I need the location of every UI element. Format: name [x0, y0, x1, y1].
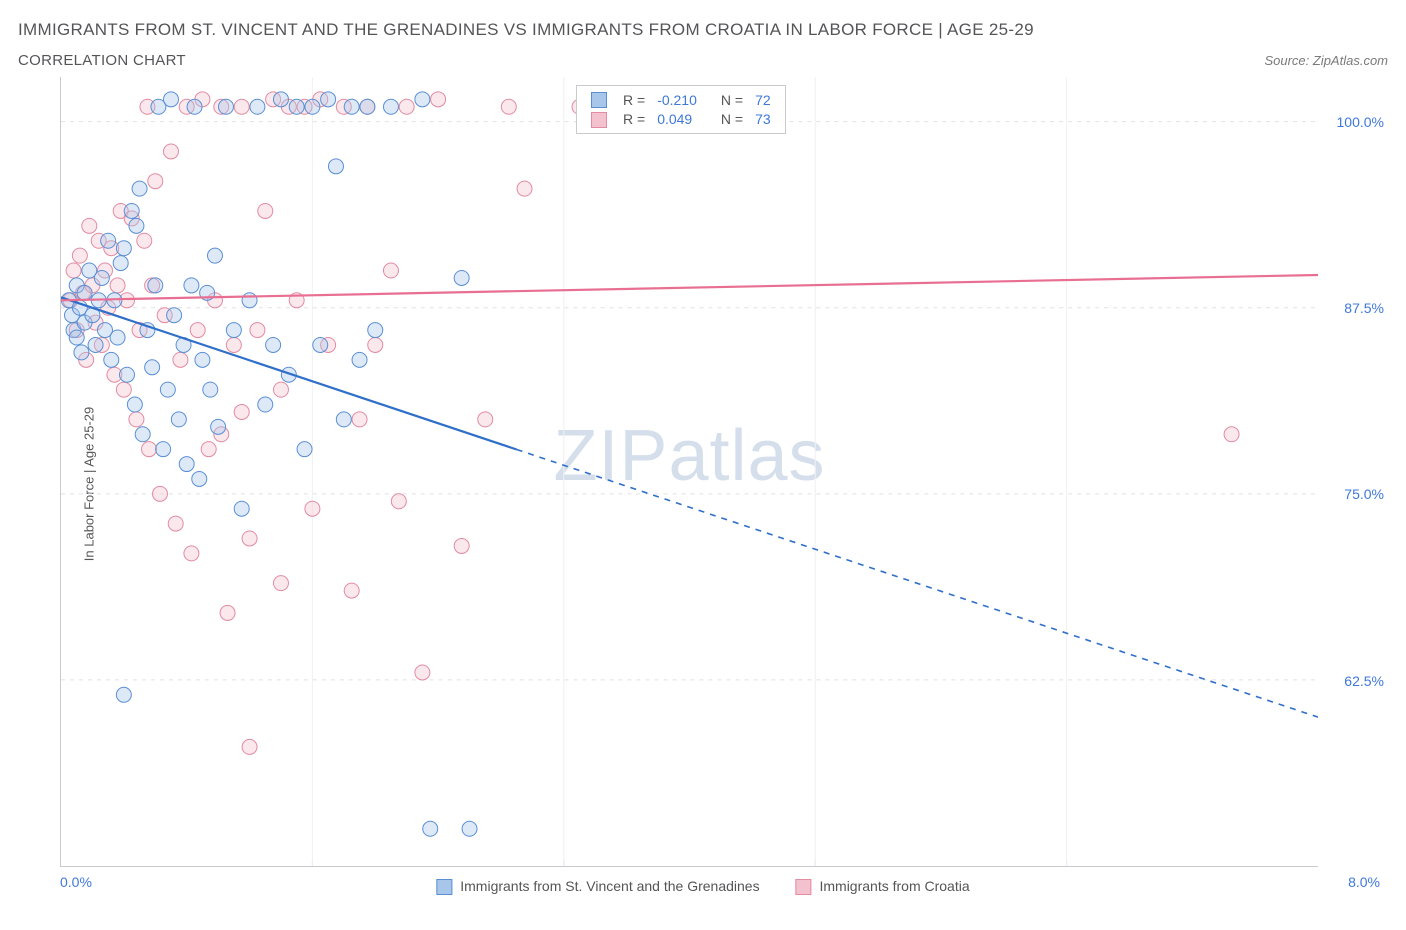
y-tick-label: 75.0% [1344, 486, 1384, 502]
series-legend: Immigrants from St. Vincent and the Gren… [418, 878, 987, 895]
legend-n-label: N = [715, 90, 749, 109]
y-tick-label: 62.5% [1344, 673, 1384, 689]
legend-r-label: R = [617, 90, 651, 109]
x-axis-max-label: 8.0% [1348, 874, 1380, 890]
trend-line-a-dashed [517, 450, 1318, 718]
legend-r-value: -0.210 [651, 90, 703, 109]
legend-row: R =-0.210 N =72 [585, 90, 777, 109]
x-axis-min-label: 0.0% [60, 874, 92, 890]
legend-item: Immigrants from Croatia [796, 878, 970, 894]
subtitle-row: CORRELATION CHART Source: ZipAtlas.com [18, 52, 1388, 69]
chart-title: IMMIGRANTS FROM ST. VINCENT AND THE GREN… [18, 20, 1388, 40]
series-b-points [63, 92, 1239, 755]
legend-swatch-icon [591, 112, 607, 128]
series-a-points [61, 92, 477, 836]
source-credit: Source: ZipAtlas.com [1264, 53, 1388, 68]
legend-swatch-icon [436, 879, 452, 895]
legend-item: Immigrants from St. Vincent and the Gren… [436, 878, 759, 894]
correlation-legend: R =-0.210 N =72 R =0.049 N =73 [576, 85, 786, 134]
chart-wrap: In Labor Force | Age 25-29 ZIPatlas R =-… [18, 77, 1388, 891]
legend-item-label: Immigrants from Croatia [819, 878, 969, 894]
plot-svg [61, 77, 1318, 866]
legend-r-label: R = [617, 109, 651, 128]
legend-item-label: Immigrants from St. Vincent and the Gren… [460, 878, 759, 894]
y-tick-label: 87.5% [1344, 300, 1384, 316]
chart-container: IMMIGRANTS FROM ST. VINCENT AND THE GREN… [0, 0, 1406, 930]
legend-r-value: 0.049 [651, 109, 703, 128]
legend-n-value: 72 [749, 90, 777, 109]
legend-row: R =0.049 N =73 [585, 109, 777, 128]
plot-area: ZIPatlas R =-0.210N =72R =0.049N =73 62.… [60, 77, 1318, 867]
chart-subtitle: CORRELATION CHART [18, 52, 186, 69]
legend-swatch-icon [796, 879, 812, 895]
y-tick-label: 100.0% [1337, 114, 1384, 130]
legend-swatch-icon [591, 92, 607, 108]
legend-n-label: N = [715, 109, 749, 128]
legend-n-value: 73 [749, 109, 777, 128]
trend-line-b [61, 275, 1318, 300]
